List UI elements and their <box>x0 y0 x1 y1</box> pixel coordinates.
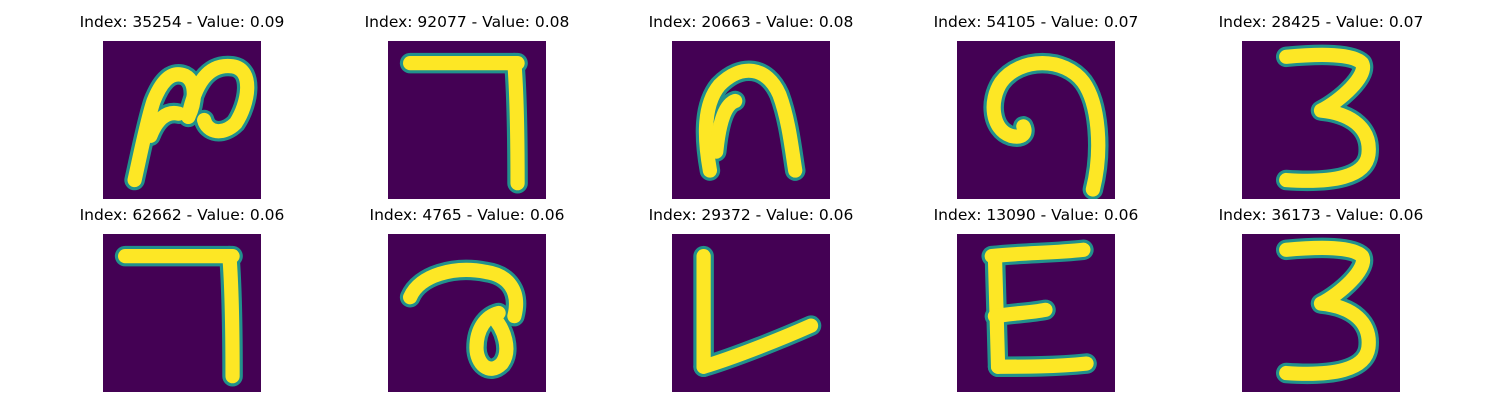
grid-cell: Index: 29372 - Value: 0.06 <box>609 201 893 392</box>
grid-cell: Index: 20663 - Value: 0.08 <box>609 8 893 199</box>
digit-image <box>672 234 830 392</box>
digit-stroke <box>709 93 743 159</box>
grid-cell: Index: 35254 - Value: 0.09 <box>40 8 324 199</box>
digit-stroke <box>984 242 1091 264</box>
digit-image <box>103 234 261 392</box>
digit-stroke <box>987 302 1053 324</box>
cell-title: Index: 92077 - Value: 0.08 <box>364 13 570 31</box>
digit-stroke <box>698 63 803 178</box>
digit-stroke <box>1279 240 1376 381</box>
digit-stroke <box>181 58 255 139</box>
digit-image <box>103 41 261 199</box>
digit-stroke <box>1279 47 1376 188</box>
digit-image <box>1242 234 1400 392</box>
digit-stroke <box>696 318 819 374</box>
digit-stroke <box>222 249 240 384</box>
digit-image <box>957 234 1115 392</box>
cell-title: Index: 54105 - Value: 0.07 <box>933 13 1139 31</box>
digit-image <box>388 234 546 392</box>
grid-cell: Index: 13090 - Value: 0.06 <box>894 201 1178 392</box>
grid-cell: Index: 4765 - Value: 0.06 <box>325 201 609 392</box>
cell-title: Index: 36173 - Value: 0.06 <box>1218 206 1424 224</box>
digit-stroke <box>507 56 525 191</box>
cell-title: Index: 20663 - Value: 0.08 <box>648 13 854 31</box>
grid-cell: Index: 62662 - Value: 0.06 <box>40 201 324 392</box>
digit-stroke <box>403 262 524 324</box>
digit-stroke <box>469 305 514 376</box>
grid-cell: Index: 54105 - Value: 0.07 <box>894 8 1178 199</box>
digit-image <box>672 41 830 199</box>
cell-title: Index: 13090 - Value: 0.06 <box>933 206 1139 224</box>
cell-title: Index: 29372 - Value: 0.06 <box>648 206 854 224</box>
digit-stroke <box>990 356 1094 374</box>
digit-stroke <box>986 56 1106 197</box>
cell-title: Index: 62662 - Value: 0.06 <box>79 206 285 224</box>
digit-image <box>1242 41 1400 199</box>
digit-stroke <box>143 106 186 143</box>
grid-cell: Index: 28425 - Value: 0.07 <box>1179 8 1463 199</box>
grid-cell: Index: 92077 - Value: 0.08 <box>325 8 609 199</box>
digit-image <box>957 41 1115 199</box>
digit-image <box>388 41 546 199</box>
cell-title: Index: 28425 - Value: 0.07 <box>1218 13 1424 31</box>
grid-cell: Index: 36173 - Value: 0.06 <box>1179 201 1463 392</box>
cell-title: Index: 35254 - Value: 0.09 <box>79 13 285 31</box>
cell-title: Index: 4765 - Value: 0.06 <box>369 206 565 224</box>
